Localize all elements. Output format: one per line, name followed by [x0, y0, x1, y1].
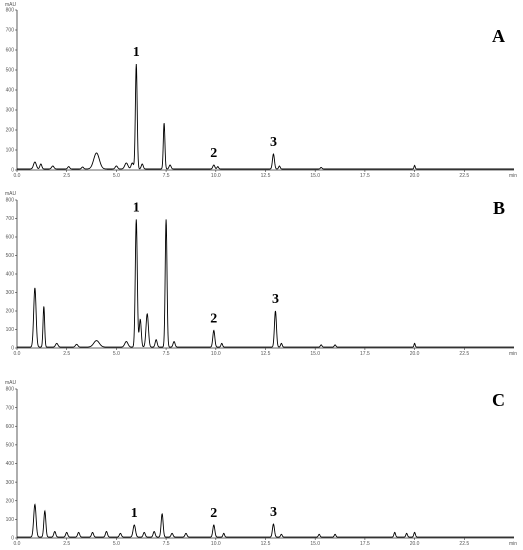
y-tick-label: 0: [11, 536, 14, 542]
y-tick-label: 700: [6, 28, 15, 34]
y-axis-unit-label: mAU: [5, 380, 17, 386]
x-tick-label: 17.5: [360, 541, 370, 547]
y-tick-label: 100: [6, 517, 15, 523]
peak-label: 3: [272, 292, 279, 307]
x-tick-label: 2.5: [63, 351, 70, 357]
x-tick-label: 17.5: [360, 351, 370, 357]
y-tick-label: 200: [6, 498, 15, 504]
peak-label: 1: [133, 45, 140, 60]
x-tick-label: 12.5: [261, 351, 271, 357]
y-tick-label: 800: [6, 387, 15, 393]
y-tick-label: 600: [6, 48, 15, 54]
peak-label: 3: [270, 135, 277, 150]
y-tick-label: 400: [6, 88, 15, 94]
x-tick-label: 15.0: [310, 351, 320, 357]
x-tick-label: 7.5: [163, 173, 170, 179]
y-tick-label: 800: [6, 8, 15, 14]
y-tick-label: 700: [6, 216, 15, 222]
x-tick-label: 17.5: [360, 173, 370, 179]
x-tick-label: 2.5: [63, 173, 70, 179]
y-tick-label: 500: [6, 443, 15, 449]
x-tick-label: 20.0: [410, 173, 420, 179]
x-tick-label: 5.0: [113, 173, 120, 179]
x-tick-label: 20.0: [410, 351, 420, 357]
y-tick-label: 400: [6, 461, 15, 467]
y-tick-label: 600: [6, 424, 15, 430]
x-tick-label: 22.5: [459, 351, 469, 357]
y-tick-label: 300: [6, 480, 15, 486]
x-tick-label: 20.0: [410, 541, 420, 547]
y-tick-label: 0: [11, 168, 14, 174]
x-tick-label: 10.0: [211, 351, 221, 357]
peak-label: 1: [133, 200, 140, 215]
x-tick-label: 10.0: [211, 173, 221, 179]
chromatogram-trace: [17, 63, 514, 170]
x-tick-label: 22.5: [459, 541, 469, 547]
y-tick-label: 500: [6, 68, 15, 74]
y-tick-label: 600: [6, 235, 15, 241]
x-tick-label: 7.5: [163, 351, 170, 357]
x-tick-label: 15.0: [310, 541, 320, 547]
y-tick-label: 300: [6, 108, 15, 114]
y-tick-label: 800: [6, 198, 15, 204]
x-tick-label: 2.5: [63, 541, 70, 547]
y-tick-label: 500: [6, 253, 15, 259]
y-tick-label: 400: [6, 272, 15, 278]
x-tick-label: 12.5: [261, 173, 271, 179]
y-axis-unit-label: mAU: [5, 191, 17, 197]
chromatogram-panel-a: 0 100 200 300 400 500 600 700 800 0.0 2.5 5.0 7.5 10.…: [5, 2, 517, 179]
x-tick-label: 10.0: [211, 541, 221, 547]
panel-letter: A: [492, 26, 505, 46]
x-tick-label: 22.5: [459, 173, 469, 179]
y-tick-label: 300: [6, 290, 15, 296]
x-axis-unit-label: min: [509, 173, 517, 179]
y-axis-unit-label: mAU: [5, 2, 17, 8]
y-tick-label: 200: [6, 128, 15, 134]
x-tick-label: 5.0: [113, 351, 120, 357]
peak-label: 2: [210, 506, 217, 521]
chromatogram-trace: [17, 219, 514, 348]
peak-label: 2: [210, 311, 217, 326]
x-tick-label: 0.0: [14, 541, 21, 547]
x-tick-label: 15.0: [310, 173, 320, 179]
chromatogram-panel-c: 0 100 200 300 400 500 600 700 800 0.0 2.5 5.0 7.5 10.…: [5, 380, 517, 547]
y-tick-label: 700: [6, 405, 15, 411]
panel-letter: C: [492, 390, 505, 410]
x-axis-unit-label: min: [509, 541, 517, 547]
peak-label: 3: [270, 505, 277, 520]
x-tick-label: 0.0: [14, 173, 21, 179]
y-tick-label: 100: [6, 148, 15, 154]
x-axis-unit-label: min: [509, 351, 517, 357]
peak-label: 2: [210, 146, 217, 161]
x-tick-label: 0.0: [14, 351, 21, 357]
peak-label: 1: [131, 506, 138, 521]
y-tick-label: 200: [6, 309, 15, 315]
x-tick-label: 7.5: [163, 541, 170, 547]
panel-letter: B: [493, 198, 505, 218]
chromatogram-trace: [17, 503, 514, 538]
chromatogram-panel-b: 0 100 200 300 400 500 600 700 800 0.0 2.5 5.0 7.5 10.…: [5, 191, 517, 357]
y-tick-label: 0: [11, 346, 14, 352]
x-tick-label: 5.0: [113, 541, 120, 547]
x-tick-label: 12.5: [261, 541, 271, 547]
y-tick-label: 100: [6, 327, 15, 333]
